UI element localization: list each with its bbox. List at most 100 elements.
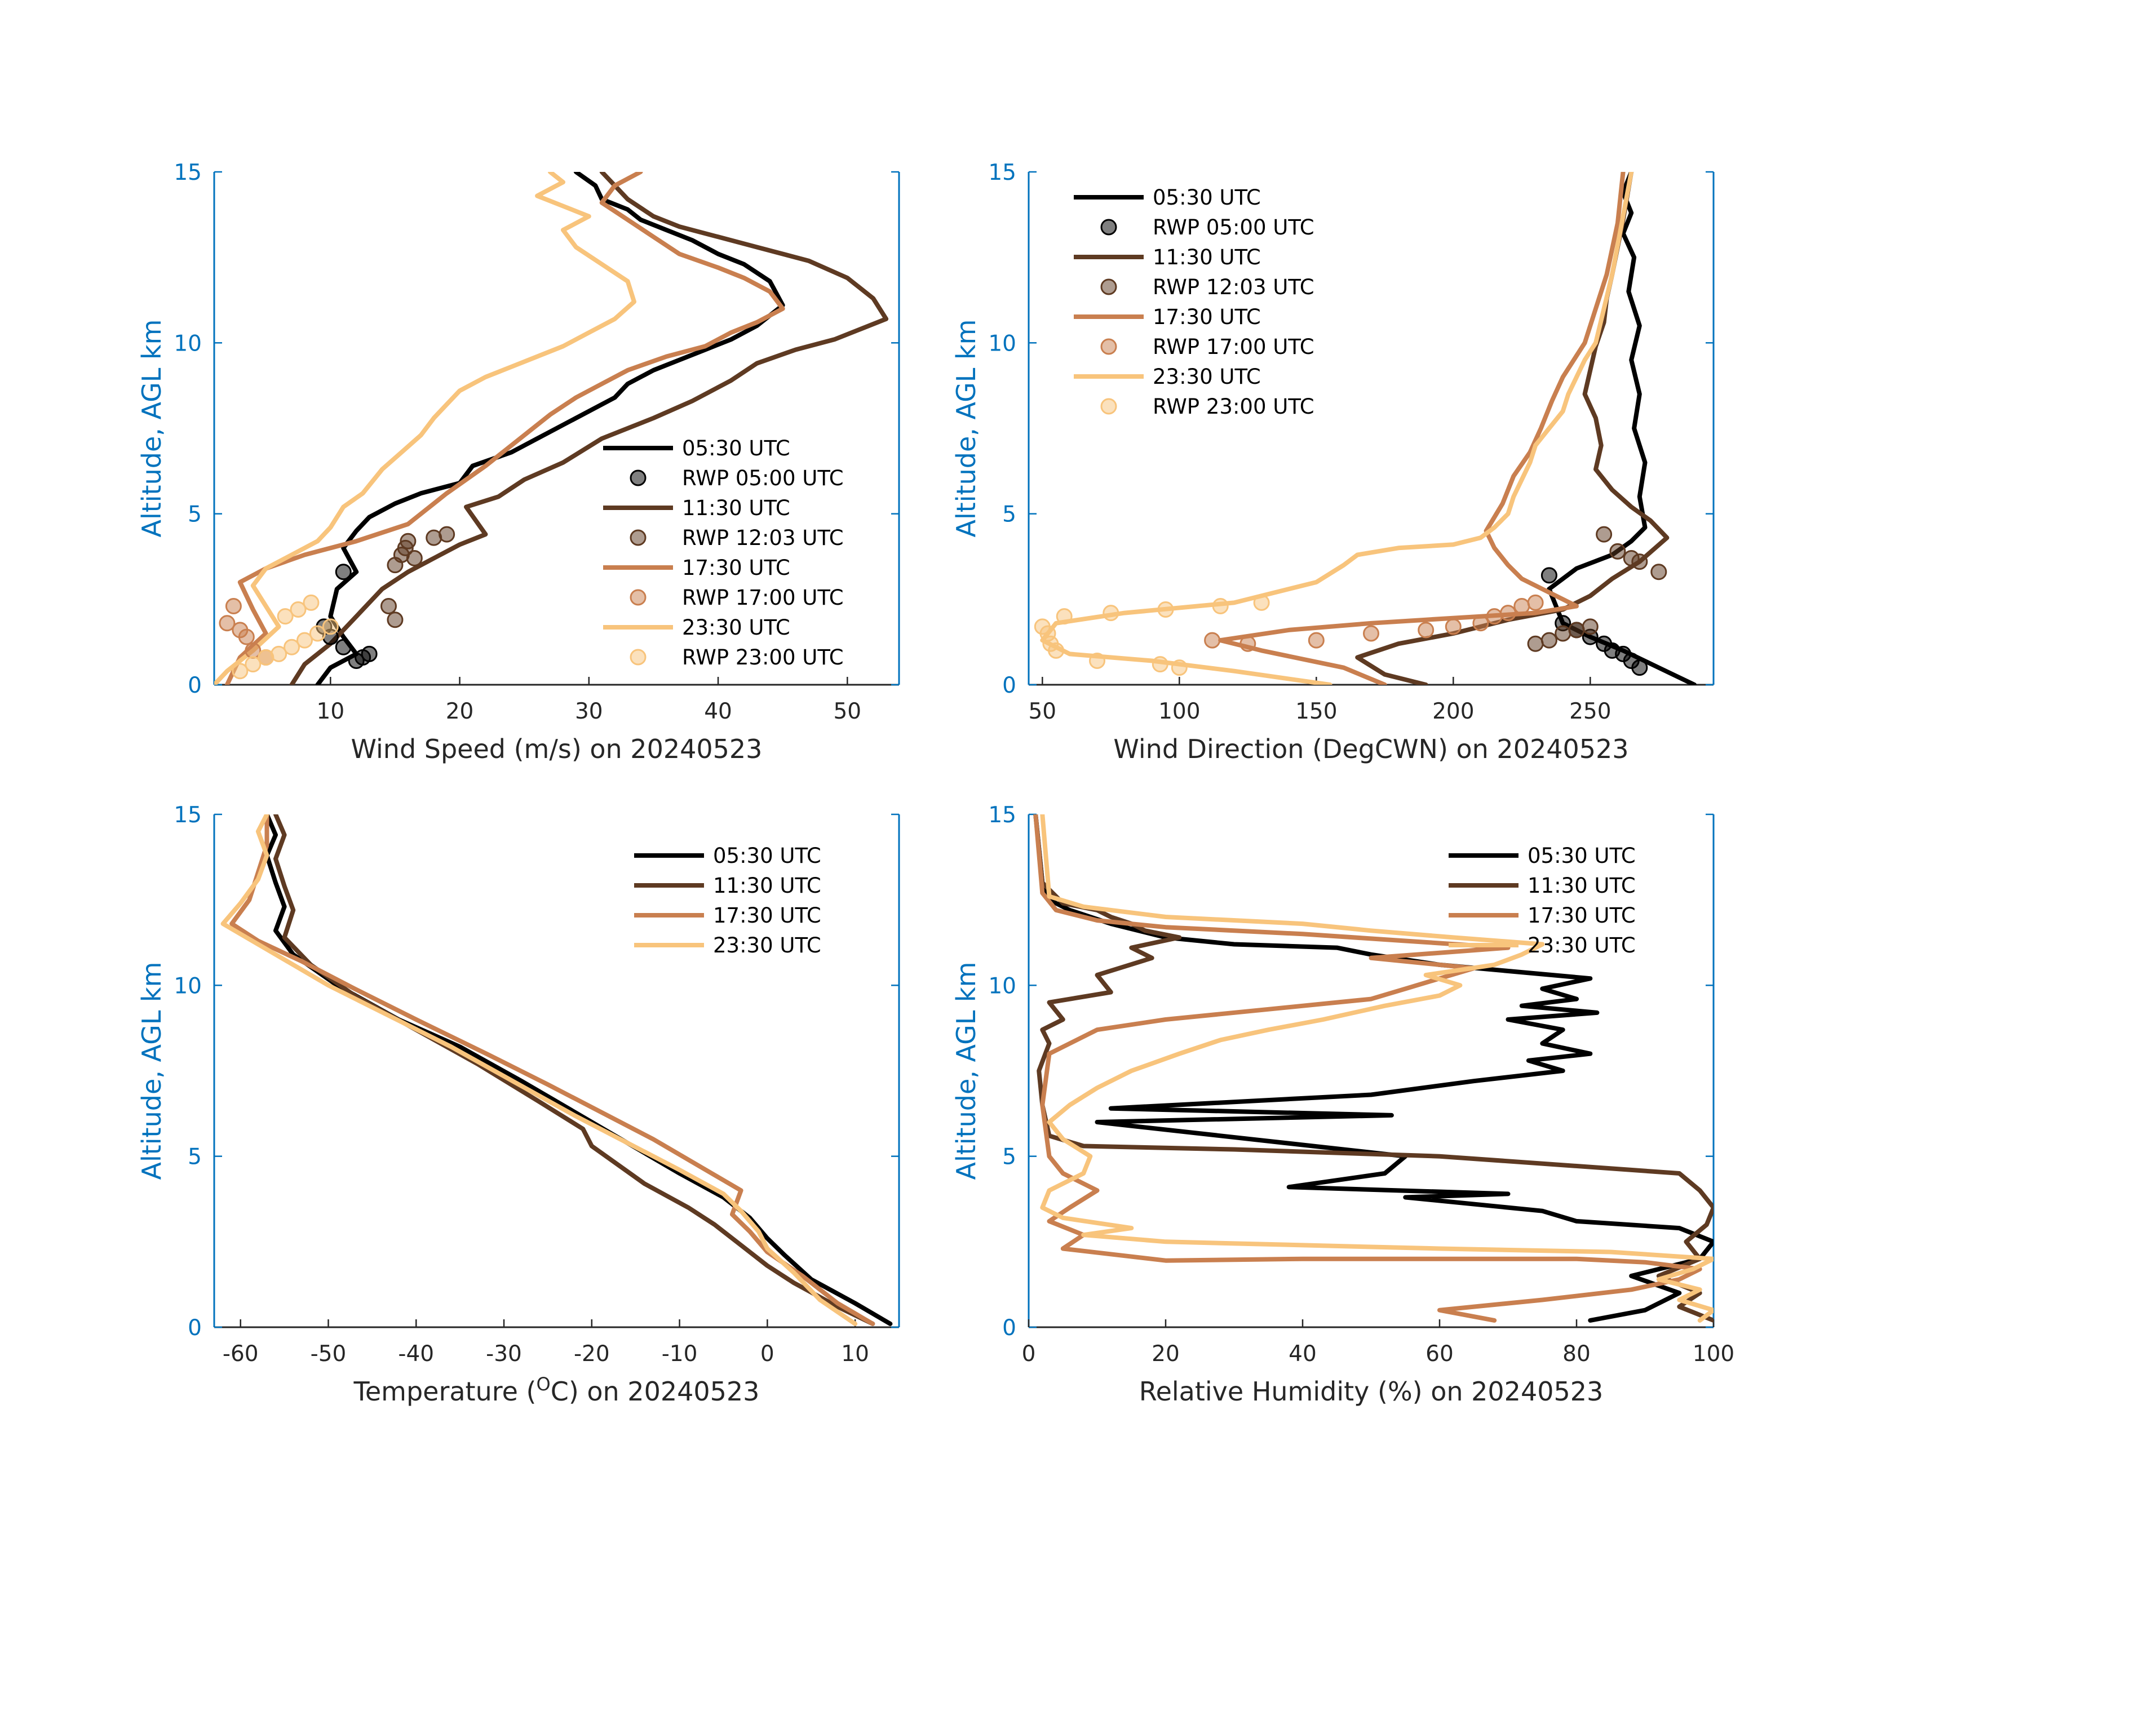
data-point [1056,608,1073,625]
y-axis-label: Altitude, AGL km [136,319,167,537]
legend-entry: 17:30 UTC [1074,305,1261,329]
legend-entry: 05:30 UTC [634,844,821,868]
data-point [296,632,313,649]
legend-label: 11:30 UTC [713,874,821,898]
x-tick-label: 0 [1022,1341,1036,1367]
x-tick-label: 20 [446,699,474,724]
data-point [238,628,255,645]
y-tick-label: 0 [188,673,202,698]
data-point [219,615,236,632]
y-tick-label: 10 [174,973,202,999]
legend-label: RWP 05:00 UTC [682,466,844,490]
data-point [335,564,352,580]
x-axis-label: Relative Humidity (%) on 20240523 [1139,1376,1604,1407]
x-tick-label: 50 [1028,699,1056,724]
data-point [1582,618,1599,635]
data-point [290,601,307,618]
data-point [1650,564,1667,580]
legend-entry: RWP 23:00 UTC [1100,395,1314,419]
y-axis-label: Altitude, AGL km [951,319,981,537]
data-point [1527,635,1544,652]
legend-label: 17:30 UTC [682,556,790,580]
data-point [1472,615,1489,632]
legend-marker [630,589,647,606]
data-point [1445,618,1462,635]
data-point [1596,635,1613,652]
y-tick-label: 0 [1002,1315,1016,1341]
legend: 05:30 UTC RWP 05:00 UTC 11:30 UTC RWP 12:03… [603,436,844,670]
data-point [387,611,404,628]
legend-marker [1100,219,1117,236]
legend: 05:30 UTC 11:30 UTC 17:30 UTC 23:30 UTC [1449,844,1636,958]
legend-label: 11:30 UTC [1153,245,1261,269]
legend-entry: RWP 12:03 UTC [630,526,844,550]
legend: 05:30 UTC 11:30 UTC 17:30 UTC 23:30 UTC [634,844,821,958]
legend-label: RWP 23:00 UTC [1153,395,1314,419]
data-point [1152,656,1168,673]
series-line [229,814,875,1326]
legend-entry: 23:30 UTC [603,615,790,640]
legend-entry: RWP 17:00 UTC [630,586,844,610]
legend-label: RWP 12:03 UTC [682,526,844,550]
data-point [439,526,455,543]
wind-direction-panel: 0 5 10 15 50 100 150 200 250 Altitude, AGL km Wind… [951,160,1715,764]
data-point [1171,659,1188,676]
legend-label: RWP 17:00 UTC [682,586,844,610]
data-point [1034,618,1051,635]
legend-entry: 05:30 UTC [1074,185,1261,210]
x-tick-label: 80 [1562,1341,1591,1367]
x-tick-label: 10 [841,1341,869,1367]
series-line [1218,172,1626,685]
data-point [1089,653,1105,670]
y-tick-label: 0 [1002,673,1016,698]
data-point [232,663,249,680]
legend-label: 05:30 UTC [1528,844,1636,868]
legend-label: 23:30 UTC [682,615,790,640]
legend-label: 11:30 UTC [1528,874,1636,898]
x-axis-label: Temperature (OC) on 20240523 [353,1373,760,1407]
y-tick-label: 5 [188,1145,202,1170]
x-tick-label: 40 [704,699,732,724]
data-point [1568,622,1585,639]
x-tick-label: 50 [833,699,861,724]
data-point [400,533,417,549]
series-line [315,172,785,685]
legend-label: 05:30 UTC [713,844,821,868]
legend-entry: RWP 12:03 UTC [1100,275,1314,299]
y-tick-label: 5 [1002,502,1016,528]
y-tick-label: 15 [174,803,202,828]
legend-entry: RWP 23:00 UTC [630,645,844,670]
series-line [220,814,858,1326]
x-axis-label: Wind Direction (DegCWN) on 20240523 [1113,734,1628,764]
legend-label: 05:30 UTC [682,436,790,460]
series-line [1040,814,1714,1323]
data-point [309,625,326,642]
legend-marker [630,469,647,486]
legend-label: 17:30 UTC [713,903,821,928]
x-tick-label: -50 [311,1341,347,1367]
legend-entry: RWP 05:00 UTC [1100,215,1314,240]
series-line [273,814,875,1326]
legend-label: 05:30 UTC [1153,185,1261,210]
y-tick-label: 15 [988,160,1016,185]
data-point [225,597,242,614]
series-line [289,172,889,685]
legend-entry: 23:30 UTC [1449,933,1636,958]
legend-entry: 23:30 UTC [634,933,821,958]
data-point [1486,608,1503,625]
y-axis-label: Altitude, AGL km [136,961,167,1180]
x-tick-label: 20 [1152,1341,1180,1367]
data-point [1157,601,1174,618]
y-axis-label: Altitude, AGL km [951,961,981,1180]
legend-entry: 11:30 UTC [603,496,790,520]
data-point [1540,632,1557,649]
data-point [1239,635,1256,652]
legend-entry: 17:30 UTC [603,556,790,580]
data-point [284,639,300,655]
data-point [1500,605,1516,622]
x-tick-label: 40 [1289,1341,1317,1367]
y-tick-label: 5 [1002,1145,1016,1170]
series-line [1033,814,1702,1323]
legend-label: RWP 17:00 UTC [1153,335,1314,359]
legend: 05:30 UTC RWP 05:00 UTC 11:30 UTC RWP 12:03… [1074,185,1314,419]
